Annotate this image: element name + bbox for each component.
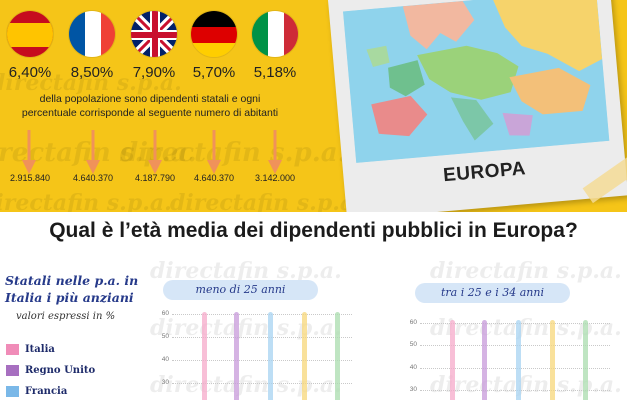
watermark: directafin s.p.a. <box>430 372 622 398</box>
chart-bar <box>583 320 588 400</box>
arrow-down-icon <box>148 130 162 174</box>
sidebar-title-line-1: Statali nelle p.a. in <box>5 273 139 288</box>
gridline <box>172 314 352 315</box>
page-title: Qual è l’età media dei dipendenti pubbli… <box>49 219 578 242</box>
watermark: directafin s.p.a. <box>150 372 342 398</box>
y-tick: 50 <box>161 333 169 340</box>
legend-label: Francia <box>25 385 68 397</box>
watermark: directafin s.p.a. <box>0 70 182 96</box>
arrow-down-icon <box>207 130 221 174</box>
legend-swatch <box>6 364 19 376</box>
legend-item-regno-unito: Regno Unito <box>6 363 95 377</box>
gridline <box>420 390 610 391</box>
gridline <box>172 337 352 338</box>
legend-item-italia: Italia <box>6 342 55 356</box>
chart-bar <box>482 320 487 400</box>
y-tick: 50 <box>409 341 417 348</box>
watermark: directafin s.p.a. <box>0 190 172 212</box>
chart-bar <box>234 312 239 400</box>
percent-italy: 5,18% <box>253 64 297 81</box>
arrow-down-icon <box>22 130 36 174</box>
gridline <box>172 383 352 384</box>
chart-bar <box>516 320 521 400</box>
legend-item-francia: Francia <box>6 384 67 398</box>
inhabitants-germany: 4.640.370 <box>193 173 235 183</box>
inhabitants-uk: 4.187.790 <box>134 173 176 183</box>
panel-title-under-25: meno di 25 anni <box>163 280 318 300</box>
spain-flag-icon <box>6 10 54 58</box>
legend-swatch <box>6 343 19 355</box>
percent-uk: 7,90% <box>132 64 176 81</box>
y-tick: 60 <box>409 319 417 326</box>
gridline <box>172 360 352 361</box>
watermark: directafin s.p.a. <box>150 315 342 341</box>
france-flag-icon <box>68 10 116 58</box>
description-line-1: della popolazione sono dipendenti statal… <box>39 93 261 105</box>
watermark: directafin s.p.a. <box>430 315 622 341</box>
sidebar-title-line-2: Italia i più anziani <box>5 290 134 305</box>
top-infographic-band: directafin s.p.a. directafin s.p.a. dire… <box>0 0 627 212</box>
percent-spain: 6,40% <box>8 64 52 81</box>
italy-flag-icon <box>251 10 299 58</box>
chart-bar <box>268 312 273 400</box>
y-tick: 60 <box>161 310 169 317</box>
description-line-2: percentuale corrisponde al seguente nume… <box>21 107 279 119</box>
panel-title-25-34: tra i 25 e i 34 anni <box>415 283 570 303</box>
watermark: directafin s.p.a. <box>170 190 362 212</box>
inhabitants-spain: 2.915.840 <box>9 173 51 183</box>
gridline <box>420 345 610 346</box>
uk-flag-icon <box>130 10 178 58</box>
y-tick: 30 <box>161 379 169 386</box>
chart-bar <box>550 320 555 400</box>
legend-swatch <box>6 385 19 397</box>
chart-bar <box>302 312 307 400</box>
y-tick: 40 <box>409 364 417 371</box>
chart-bar <box>202 312 207 400</box>
watermark: directafin s.p.a. <box>150 258 342 284</box>
europe-map-illustration <box>343 0 610 163</box>
sidebar-title: Statali nelle p.a. in Italia i più anzia… <box>5 272 138 306</box>
gridline <box>420 323 610 324</box>
watermark: directafin s.p.a. <box>430 258 622 284</box>
y-tick: 30 <box>409 386 417 393</box>
inhabitants-france: 4.640.370 <box>72 173 114 183</box>
chart-bar <box>335 312 340 400</box>
gridline <box>420 368 610 369</box>
legend-label: Regno Unito <box>25 364 96 376</box>
arrow-down-icon <box>268 130 282 174</box>
legend-label: Italia <box>25 343 55 355</box>
percent-france: 8,50% <box>70 64 114 81</box>
inhabitants-italy: 3.142.000 <box>254 173 296 183</box>
chart-bar <box>450 320 455 400</box>
arrow-down-icon <box>86 130 100 174</box>
sidebar-subtitle: valori espressi in % <box>16 311 116 322</box>
europe-map-photo: EUROPA <box>327 0 627 212</box>
germany-flag-icon <box>190 10 238 58</box>
y-tick: 40 <box>161 356 169 363</box>
percent-germany: 5,70% <box>192 64 236 81</box>
